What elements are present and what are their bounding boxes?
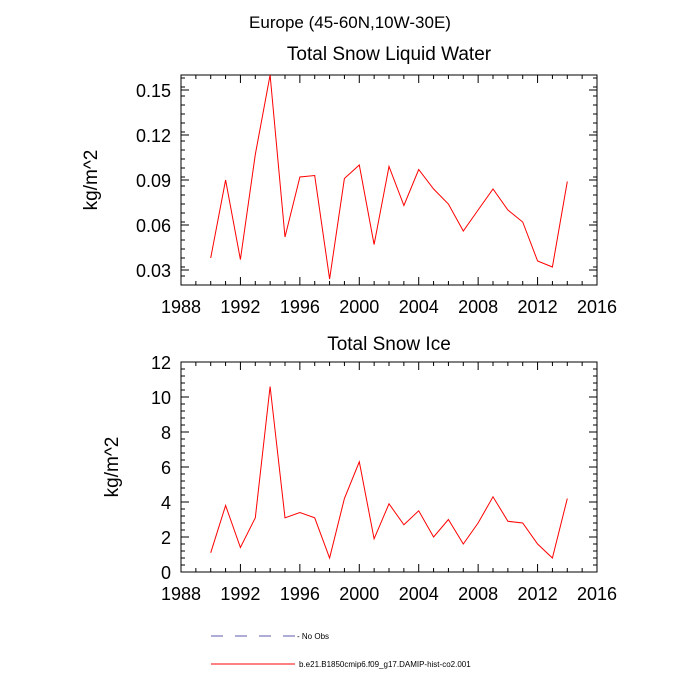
- x-tick-label: 2016: [577, 297, 617, 317]
- y-tick-label: 12: [151, 353, 171, 373]
- x-tick-label: 2000: [339, 297, 379, 317]
- y-tick-label: 4: [161, 493, 171, 513]
- y-tick-label: 0.12: [136, 126, 171, 146]
- x-tick-label: 2012: [518, 584, 558, 604]
- x-tick-label: 2016: [577, 584, 617, 604]
- x-tick-label: 1988: [161, 584, 201, 604]
- y-tick-label: 0.09: [136, 171, 171, 191]
- x-tick-label: 2004: [399, 297, 439, 317]
- y-axis-label: kg/m^2: [102, 437, 123, 498]
- x-tick-label: 2008: [458, 584, 498, 604]
- y-tick-label: 2: [161, 528, 171, 548]
- legend-label-model: b.e21.B1850cmip6.f09_g17.DAMIP-hist-co2.…: [299, 660, 471, 669]
- y-tick-label: 10: [151, 388, 171, 408]
- x-tick-label: 1988: [161, 297, 201, 317]
- panel-total-snow-liquid-water: Total Snow Liquid Water kg/m^2 1988 1992 199…: [81, 44, 617, 317]
- x-tick-label: 2000: [339, 584, 379, 604]
- x-tick-label: 1992: [220, 297, 260, 317]
- legend-label-no-obs: - No Obs: [297, 632, 329, 641]
- x-tick-label: 2012: [518, 297, 558, 317]
- legend: - No Obs b.e21.B1850cmip6.f09_g17.DAMIP-…: [211, 632, 471, 669]
- x-tick-label: 1996: [280, 297, 320, 317]
- chart-title: Total Snow Ice: [327, 334, 451, 355]
- y-tick-label: 0.03: [136, 261, 171, 281]
- x-tick-label: 2008: [458, 297, 498, 317]
- y-axis-label: kg/m^2: [81, 150, 102, 211]
- panel-total-snow-ice: Total Snow Ice kg/m^2 1988 1992 1996 2000 2004…: [102, 334, 617, 604]
- figure-title: Europe (45-60N,10W-30E): [249, 13, 451, 32]
- chart-title: Total Snow Liquid Water: [287, 44, 492, 65]
- x-tick-label: 1996: [280, 584, 320, 604]
- y-tick-label: 0.06: [136, 216, 171, 236]
- series-line: [210, 386, 568, 560]
- y-tick-label: 0.15: [136, 81, 171, 101]
- x-tick-label: 1992: [220, 584, 260, 604]
- y-tick-label: 0: [161, 563, 171, 583]
- series-line: [210, 74, 568, 280]
- y-tick-label: 8: [161, 423, 171, 443]
- x-tick-label: 2004: [399, 584, 439, 604]
- y-tick-label: 6: [161, 458, 171, 478]
